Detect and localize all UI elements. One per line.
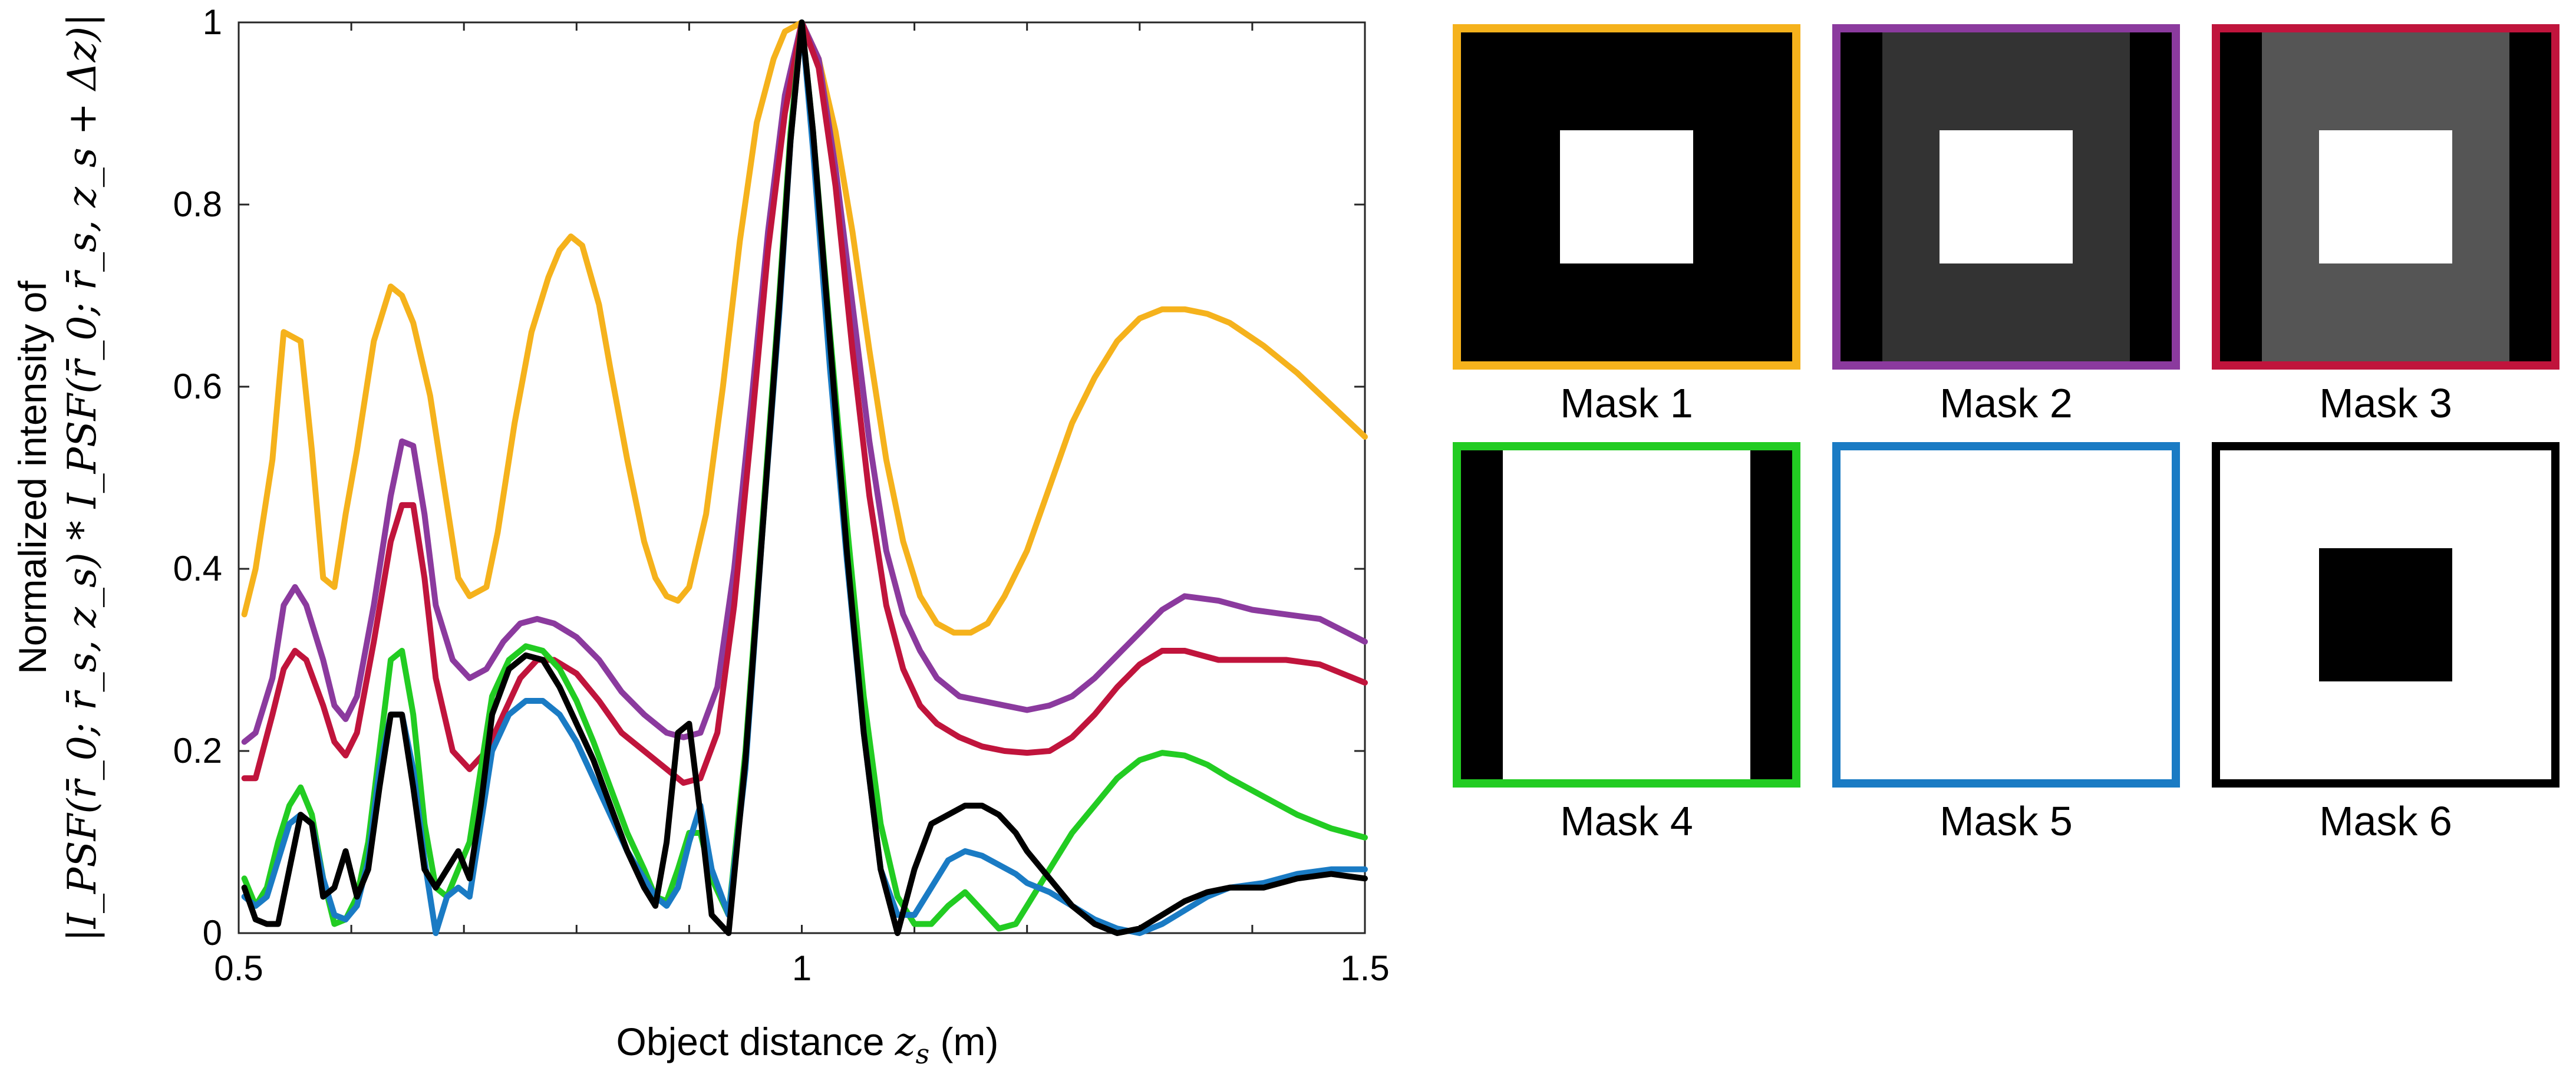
mask-panel-1: Mask 1 xyxy=(1453,24,1800,426)
mask-label: Mask 4 xyxy=(1560,798,1693,844)
x-tick-label: 0.5 xyxy=(214,948,263,988)
mask-border xyxy=(1832,24,2180,370)
mask-border xyxy=(2212,24,2559,370)
mask-border xyxy=(2212,442,2559,788)
mask-border xyxy=(1453,24,1800,370)
mask-label: Mask 6 xyxy=(2319,798,2452,844)
y-tick-label: 1 xyxy=(203,2,222,42)
series-line-6 xyxy=(241,19,1368,936)
mask-panel-6: Mask 6 xyxy=(2212,442,2559,844)
mask-aperture-square xyxy=(2319,130,2452,263)
y-axis-title-line1: Normalized intensity of xyxy=(11,281,54,674)
x-tick-label: 1 xyxy=(792,948,812,988)
mask-border xyxy=(1453,442,1800,788)
mask-panel-5: Mask 5 xyxy=(1832,442,2180,844)
x-tick-label: 1.5 xyxy=(1340,948,1389,988)
mask-label: Mask 3 xyxy=(2319,380,2452,426)
x-axis-title: Object distance zs (m) xyxy=(616,1019,999,1070)
mask-center-region xyxy=(1503,446,1750,783)
x-axis-title-unit: (m) xyxy=(929,1020,998,1063)
series-line-1 xyxy=(241,19,1368,636)
y-tick-label: 0 xyxy=(203,913,222,953)
mask-label: Mask 1 xyxy=(1560,380,1693,426)
mask-aperture-square xyxy=(1560,130,1693,263)
series-layer xyxy=(241,19,1368,936)
mask-aperture-square xyxy=(2319,548,2452,681)
y-axis-title-line2: |I_PSF(r̄_0; r̄_s, z_s) * I_PSF(r̄_0; r̄… xyxy=(60,14,105,942)
x-axis-title-var: z xyxy=(895,1019,916,1065)
mask-panel-2: Mask 2 xyxy=(1832,24,2180,426)
y-tick-label: 0.4 xyxy=(173,549,222,588)
y-tick-label: 0.6 xyxy=(173,367,222,406)
mask-label: Mask 5 xyxy=(1940,798,2073,844)
x-axis-title-sub: s xyxy=(916,1038,930,1070)
series-line-2 xyxy=(241,19,1368,745)
mask-outer xyxy=(1836,446,2176,783)
x-axis-title-main: Object distance xyxy=(616,1020,895,1063)
mask-panel-3: Mask 3 xyxy=(2212,24,2559,426)
mask-panels: Mask 1 Mask 2 Mask 3 Mask 4 Mask 5 Mask 6 xyxy=(1453,24,2559,844)
line-chart: 0 0.2 0.4 0.6 0.8 1 0.5 1 1.5 Object distance zs… xyxy=(11,2,1390,1070)
mask-label: Mask 2 xyxy=(1940,380,2073,426)
tick-labels: 0 0.2 0.4 0.6 0.8 1 0.5 1 1.5 xyxy=(173,2,1390,988)
plot-frame xyxy=(238,21,1366,934)
y-tick-label: 0.2 xyxy=(173,731,222,770)
mask-panel-4: Mask 4 xyxy=(1453,442,1800,844)
series-line-3 xyxy=(241,19,1368,786)
y-tick-label: 0.8 xyxy=(173,185,222,224)
mask-border xyxy=(1832,442,2180,788)
mask-aperture-square xyxy=(1940,130,2073,263)
